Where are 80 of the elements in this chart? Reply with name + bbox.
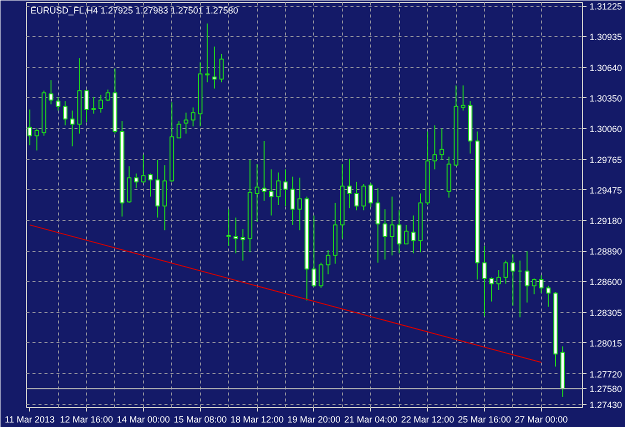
candlestick [98, 94, 104, 114]
y-tick-label: 1.28015 [590, 338, 622, 348]
candlestick [382, 208, 388, 260]
candlestick [48, 80, 54, 105]
candlestick [254, 164, 260, 222]
candlestick [312, 214, 316, 288]
x-tick-label: 12 Mar 16:00 [60, 414, 114, 424]
chart-title: EURUSD_FL,H4 1.27925 1.27983 1.27501 1.27580 [30, 6, 238, 16]
candlestick [546, 285, 551, 308]
candlestick [460, 84, 466, 112]
candlestick [396, 210, 402, 254]
y-tick-label: 1.27720 [590, 369, 622, 380]
candlestick [347, 158, 352, 209]
candlestick [440, 128, 444, 160]
candlestick [34, 128, 40, 151]
y-tick-label: 1.30935 [590, 32, 622, 42]
candlestick [404, 224, 409, 244]
x-tick-label: 25 Mar 16:00 [458, 414, 511, 424]
candlestick [219, 53, 224, 83]
candlestick [27, 109, 32, 146]
candlestick [70, 110, 75, 147]
candlestick [368, 182, 374, 208]
candlestick [390, 196, 394, 256]
x-tick-label: 22 Mar 12:00 [401, 414, 454, 424]
candlestick [361, 184, 366, 211]
y-tick-label: 1.30350 [590, 93, 622, 104]
candlestick [524, 250, 530, 304]
candlestick [56, 96, 60, 112]
candlestick [539, 274, 544, 294]
candlestick [411, 214, 416, 254]
x-tick-label: 14 Mar 00:00 [116, 414, 170, 424]
candlestick [503, 260, 508, 284]
x-tick-label: 21 Mar 04:00 [344, 414, 398, 424]
candlestick [318, 262, 324, 288]
candlestick [148, 173, 153, 198]
candlestick [240, 228, 246, 262]
candlestick [184, 112, 188, 134]
candlestick [283, 168, 288, 207]
x-tick-label: 27 Mar 00:00 [514, 414, 568, 424]
candlestick [84, 89, 89, 123]
y-tick-label: 1.28890 [590, 246, 622, 257]
candlestick [62, 100, 68, 126]
x-tick-label: 18 Mar 12:00 [230, 414, 284, 424]
candlestick [226, 208, 231, 246]
y-tick-label: 1.27430 [590, 400, 622, 410]
y-tick-label: 1.30060 [590, 124, 622, 134]
y-tick-label: 1.28305 [590, 308, 622, 318]
x-tick-label: 19 Mar 20:00 [287, 414, 340, 424]
y-tick-label: 1.29475 [590, 185, 622, 196]
candlestick [269, 168, 274, 216]
candlestick [482, 245, 487, 317]
x-tick-label: 11 Mar 2013 [4, 414, 55, 424]
x-tick-label: 15 Mar 08:00 [174, 414, 227, 424]
candlestick [190, 106, 196, 127]
candlestick [141, 154, 146, 184]
candlestick [106, 89, 110, 102]
candlestick [290, 176, 295, 226]
candlestick [134, 173, 139, 189]
candlestick [91, 96, 96, 114]
candlestick [176, 120, 182, 138]
y-tick-label: 1.29180 [590, 216, 622, 226]
candlestick [510, 254, 516, 306]
y-tick-label: 1.28600 [590, 277, 622, 288]
y-tick-label: 1.31225 [590, 2, 622, 12]
candlestick [376, 188, 380, 264]
y-tick-label: 1.29765 [590, 154, 622, 165]
candlestick [496, 270, 501, 290]
candlestick [354, 181, 359, 211]
y-tick-label: 1.30640 [590, 63, 622, 74]
candlestick [205, 22, 210, 83]
ref-line-label: 1.27580 [590, 384, 622, 394]
candlestick [233, 217, 238, 254]
candlestick [262, 140, 266, 202]
candlestick [212, 46, 217, 90]
candlestick [326, 250, 330, 275]
candlestick [489, 276, 494, 302]
candlestick [276, 172, 281, 206]
candlestick [532, 278, 536, 295]
candlestick [432, 124, 437, 170]
candlestick [297, 177, 302, 231]
